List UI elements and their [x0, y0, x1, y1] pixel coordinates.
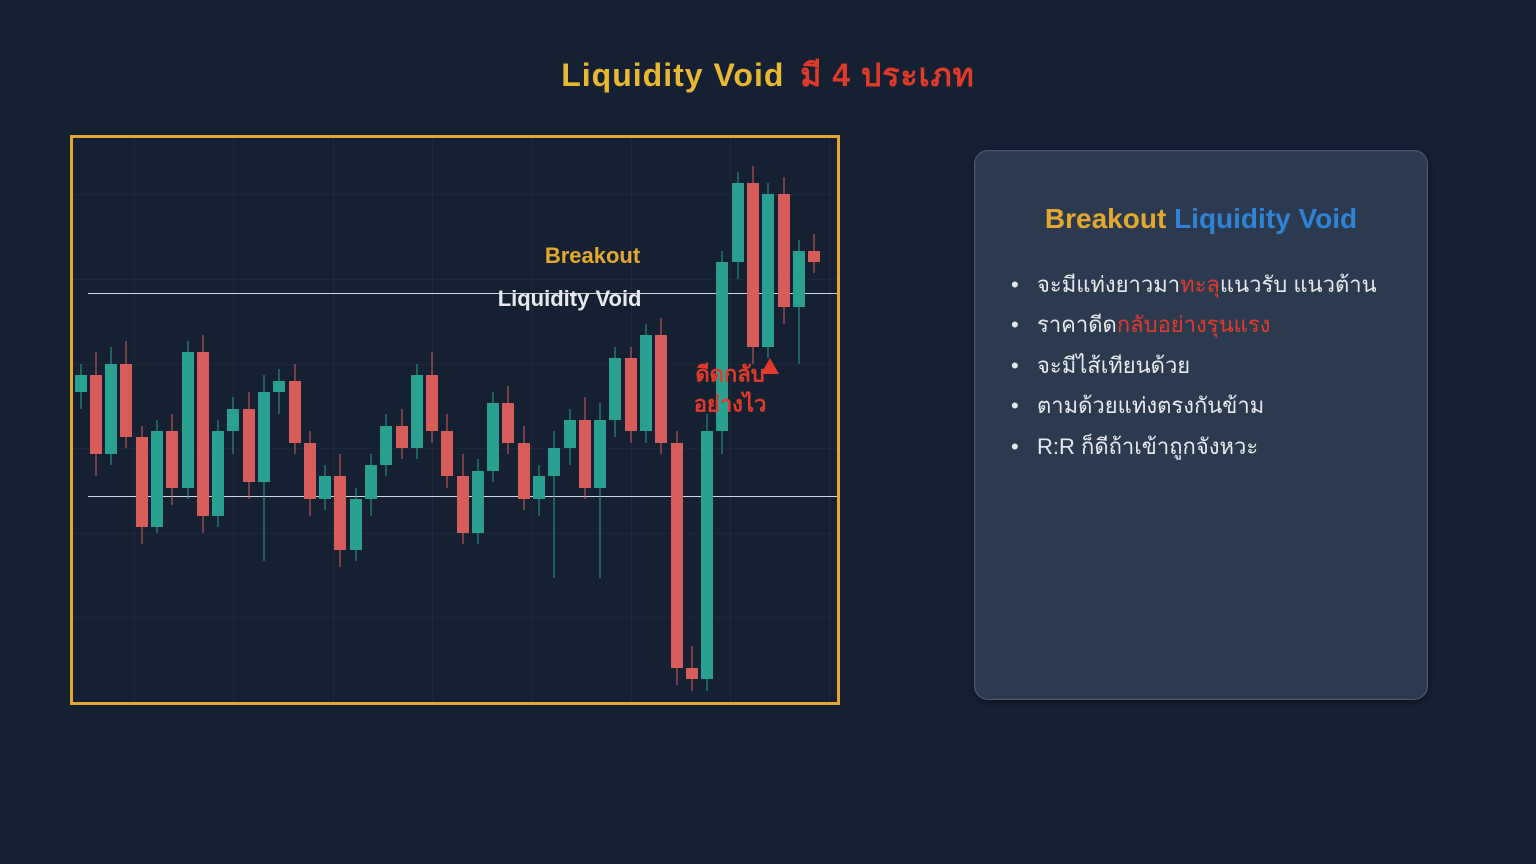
- candle: [533, 138, 545, 702]
- candle: [273, 138, 285, 702]
- candle: [136, 138, 148, 702]
- panel-bullet-item: ราคาดีดกลับอย่างรุนแรง: [1005, 306, 1397, 345]
- candle: [75, 138, 87, 702]
- candle: [778, 138, 790, 702]
- annotation-liquidity-void: Liquidity Void: [498, 286, 642, 312]
- panel-bullet-list: จะมีแท่งยาวมาทะลุแนวรับ แนวต้านราคาดีดกล…: [1005, 266, 1397, 467]
- candle: [747, 138, 759, 702]
- candle: [625, 138, 637, 702]
- title-part2: มี 4 ประเภท: [800, 57, 974, 93]
- text-segment: จะมีแท่งยาวมา: [1037, 272, 1180, 297]
- candle: [90, 138, 102, 702]
- page-title: Liquidity Void มี 4 ประเภท: [0, 50, 1536, 101]
- candle: [487, 138, 499, 702]
- text-segment: กลับอย่างรุนแรง: [1117, 312, 1271, 337]
- candle: [182, 138, 194, 702]
- candle: [457, 138, 469, 702]
- text-segment: ทะลุ: [1180, 272, 1220, 297]
- candle: [411, 138, 423, 702]
- candle: [197, 138, 209, 702]
- info-panel: Breakout Liquidity Void จะมีแท่งยาวมาทะล…: [974, 150, 1428, 700]
- candle: [518, 138, 530, 702]
- annotation-bounce-line1: ดีดกลับ: [694, 359, 767, 389]
- candle: [441, 138, 453, 702]
- panel-bullet-item: ตามด้วยแท่งตรงกันข้าม: [1005, 387, 1397, 426]
- panel-bullet-item: R:R ก็ดีถ้าเข้าถูกจังหวะ: [1005, 428, 1397, 467]
- candle: [166, 138, 178, 702]
- candle: [289, 138, 301, 702]
- text-segment: R:R ก็ดีถ้าเข้าถูกจังหวะ: [1037, 434, 1258, 459]
- panel-bullet-item: จะมีไส้เทียนด้วย: [1005, 347, 1397, 386]
- candle: [472, 138, 484, 702]
- candle: [380, 138, 392, 702]
- candle: [808, 138, 820, 702]
- panel-title-part2: Liquidity Void: [1174, 203, 1357, 234]
- candle: [151, 138, 163, 702]
- candle: [762, 138, 774, 702]
- candle: [686, 138, 698, 702]
- panel-title-part1: Breakout: [1045, 203, 1166, 234]
- text-segment: ราคาดีด: [1037, 312, 1117, 337]
- candle: [319, 138, 331, 702]
- candle: [609, 138, 621, 702]
- candle: [120, 138, 132, 702]
- candle: [716, 138, 728, 702]
- candle: [671, 138, 683, 702]
- candle: [640, 138, 652, 702]
- candle: [655, 138, 667, 702]
- candle: [793, 138, 805, 702]
- annotation-breakout: Breakout: [545, 243, 640, 269]
- candle: [243, 138, 255, 702]
- panel-title: Breakout Liquidity Void: [1005, 199, 1397, 240]
- candle: [365, 138, 377, 702]
- panel-bullet-item: จะมีแท่งยาวมาทะลุแนวรับ แนวต้าน: [1005, 266, 1397, 305]
- candle: [227, 138, 239, 702]
- candlestick-chart: Breakout Liquidity Void ดีดกลับ อย่างไว: [70, 135, 840, 705]
- candle: [350, 138, 362, 702]
- candle: [304, 138, 316, 702]
- candle: [732, 138, 744, 702]
- candle: [564, 138, 576, 702]
- candle: [502, 138, 514, 702]
- candle: [212, 138, 224, 702]
- chart-plot-area: [73, 138, 837, 702]
- candle: [334, 138, 346, 702]
- candle: [701, 138, 713, 702]
- annotation-bounce: ดีดกลับ อย่างไว: [694, 359, 767, 418]
- text-segment: แนวรับ แนวต้าน: [1220, 272, 1377, 297]
- candle: [258, 138, 270, 702]
- candle: [548, 138, 560, 702]
- candle: [105, 138, 117, 702]
- title-part1: Liquidity Void: [561, 57, 784, 93]
- candle: [594, 138, 606, 702]
- text-segment: ตามด้วยแท่งตรงกันข้าม: [1037, 393, 1264, 418]
- candle: [426, 138, 438, 702]
- candle: [396, 138, 408, 702]
- candle: [579, 138, 591, 702]
- annotation-bounce-line2: อย่างไว: [694, 389, 767, 419]
- text-segment: จะมีไส้เทียนด้วย: [1037, 353, 1190, 378]
